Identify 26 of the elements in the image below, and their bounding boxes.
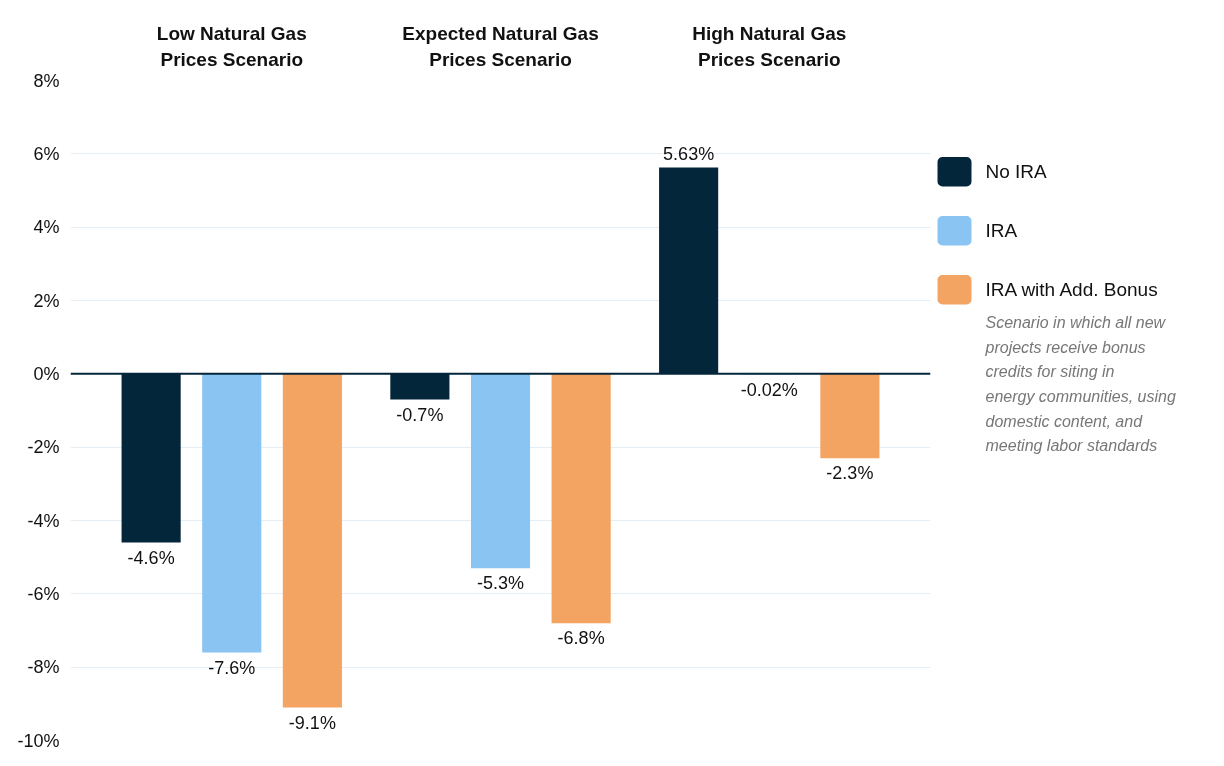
data-label: -5.3% bbox=[476, 573, 525, 594]
data-label: -0.7% bbox=[396, 404, 444, 425]
text: Scenario in which all new projects receive bonus credits for siting in energy communities, using domestic content, and meeting labor standards bbox=[984, 314, 1176, 455]
data-label: -4.6% bbox=[127, 547, 175, 568]
legend-label: No IRA bbox=[985, 161, 1048, 183]
y-tick-label: 4% bbox=[33, 217, 60, 238]
y-tick-label: 2% bbox=[33, 290, 60, 311]
y-tick-label: -6% bbox=[27, 583, 60, 604]
x-tick-label: Low Natural Gas Prices Scenario bbox=[156, 23, 307, 70]
legend-label: IRA bbox=[985, 220, 1018, 242]
y-tick-label: -10% bbox=[17, 730, 60, 751]
y-tick-label: -4% bbox=[27, 510, 60, 531]
y-tick-label: -8% bbox=[27, 657, 60, 678]
data-label: -6.8% bbox=[557, 628, 605, 649]
y-tick-label: 6% bbox=[33, 143, 60, 164]
data-label: -0.02% bbox=[740, 379, 798, 400]
data-label: -2.3% bbox=[826, 463, 874, 484]
x-tick-label: Expected Natural Gas Prices Scenario bbox=[402, 23, 599, 70]
legend-label: IRA with Add. Bonus bbox=[985, 279, 1158, 301]
x-tick-label: High Natural Gas Prices Scenario bbox=[692, 23, 847, 70]
y-tick-label: 8% bbox=[33, 70, 60, 91]
y-tick-label: -2% bbox=[27, 437, 60, 458]
data-label: -9.1% bbox=[288, 712, 336, 733]
data-label: 5.63% bbox=[663, 144, 715, 165]
y-tick-label: 0% bbox=[33, 363, 60, 384]
data-label: -7.6% bbox=[208, 657, 256, 678]
